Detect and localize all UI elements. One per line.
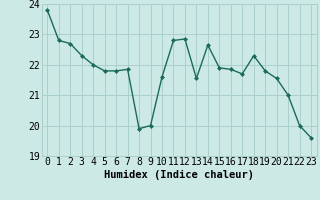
X-axis label: Humidex (Indice chaleur): Humidex (Indice chaleur)	[104, 170, 254, 180]
